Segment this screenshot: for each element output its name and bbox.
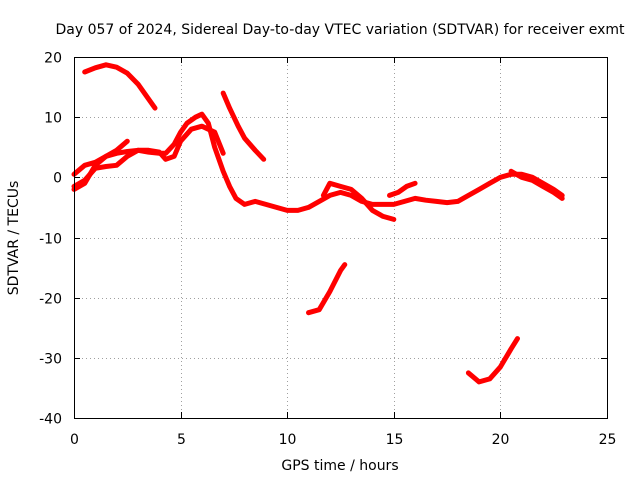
y-axis-label: SDTVAR / TECUs [6, 181, 22, 296]
series-layer [71, 62, 565, 385]
series-arc-4 [82, 62, 158, 111]
y-tick-label: 10 [44, 111, 62, 127]
series-arc-6 [306, 262, 348, 316]
x-tick-label: 10 [279, 432, 297, 448]
x-tick-label: 5 [177, 432, 186, 448]
y-tick-label: -30 [39, 352, 62, 368]
chart-title: Day 057 of 2024, Sidereal Day-to-day VTE… [56, 22, 626, 38]
y-tick-label: 0 [53, 171, 62, 187]
x-tick-label: 15 [386, 432, 404, 448]
y-tick-label: -20 [39, 292, 62, 308]
y-tick-label: -40 [39, 412, 62, 428]
x-tick-label: 0 [70, 432, 79, 448]
series-arc-9 [465, 336, 520, 385]
y-tick-labels: -40 -30 -20 -10 0 10 20 [39, 51, 62, 428]
grid [74, 57, 607, 418]
series-arc-2 [71, 123, 226, 189]
series-arc-5 [220, 90, 267, 162]
x-tick-label: 25 [599, 432, 617, 448]
series-arc-10 [508, 168, 565, 201]
y-tick-label: -10 [39, 232, 62, 248]
series-arc-7 [320, 180, 397, 222]
x-tick-labels: 0 5 10 15 20 25 [70, 432, 616, 448]
y-tick-label: 20 [44, 51, 62, 67]
series-arc-8 [387, 180, 418, 198]
x-tick-label: 20 [492, 432, 510, 448]
series-arc-3 [71, 138, 130, 192]
axis-ticks [74, 57, 608, 419]
x-axis-label: GPS time / hours [281, 458, 398, 474]
series-arc-1 [71, 111, 565, 213]
